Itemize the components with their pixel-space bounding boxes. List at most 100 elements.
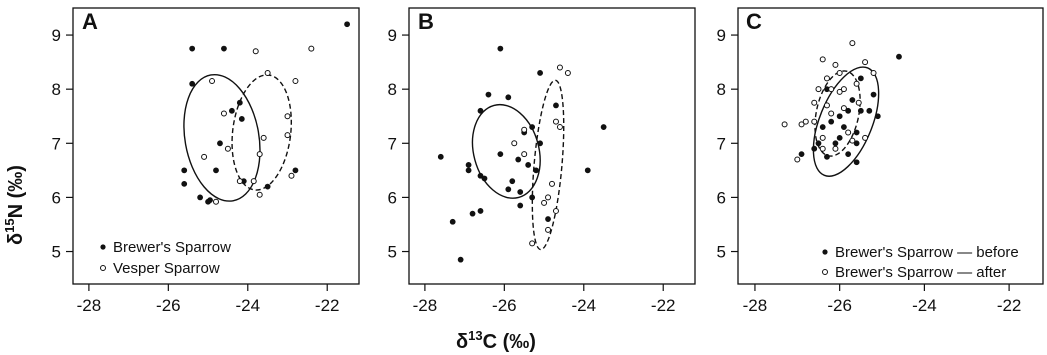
panel-a-point-open <box>284 113 291 120</box>
x-axis-superscript: 13 <box>468 328 482 343</box>
panel-c-point-filled <box>896 53 902 60</box>
panel-b-point-filled <box>584 167 591 174</box>
legend-a: Brewer's Sparrow Vesper Sparrow <box>100 239 231 277</box>
panel-c-letter: C <box>746 9 762 34</box>
panel-b-point-filled <box>529 124 536 130</box>
panel-b-point-filled <box>497 151 504 158</box>
panel-b-point-filled <box>600 124 607 130</box>
panel-c-point-open <box>832 145 839 152</box>
panel-c-point-open <box>819 134 826 141</box>
panel-c-point-open <box>840 105 847 112</box>
legend-c-label-after: Brewer's Sparrow — after <box>835 264 1006 281</box>
panel-b-x-tick-label: -24 <box>571 296 596 315</box>
panel-c-point-filled <box>845 151 852 158</box>
panel-a-point-filled <box>181 167 188 174</box>
panel-a-y-tick-label: 6 <box>52 188 61 207</box>
panel-c-point-open <box>828 86 835 93</box>
panel-a-y-tick-label: 7 <box>52 134 61 153</box>
panel-c-point-open <box>836 88 843 95</box>
panel-a-point-filled <box>189 45 196 52</box>
panel-c: C -28 -26 -24 -22 5 6 7 8 9 Brewer's Sparrow — b… <box>717 7 1044 315</box>
panel-a-y-tick-label: 9 <box>52 26 61 45</box>
panel-c-x-tick-label: -24 <box>912 296 937 315</box>
panel-c-point-open <box>802 118 809 125</box>
panel-b-point-filled <box>537 70 543 76</box>
panel-b-point-open <box>545 194 552 201</box>
panel-b-y-tick-label: 7 <box>388 134 397 153</box>
panel-c-point-filled <box>853 140 860 147</box>
panel-c-point-filled <box>832 140 839 147</box>
legend-c-open-marker <box>822 269 828 275</box>
panel-b-point-open <box>549 180 555 187</box>
panel-b-x-tick-label: -26 <box>492 296 517 315</box>
panel-a-point-open <box>250 178 257 185</box>
panel-b-point-filled <box>505 94 512 101</box>
panel-b-point-filled <box>497 45 504 52</box>
panel-b-point-filled <box>485 91 492 98</box>
panel-c-point-open <box>853 80 860 87</box>
panel-c-point-filled <box>798 151 805 158</box>
panel-b-point-filled <box>481 175 488 182</box>
panel-b-point-filled <box>505 186 512 193</box>
panel-c-point-open <box>862 59 869 66</box>
panel-b-point-filled <box>529 194 536 201</box>
panel-c-point-filled <box>870 91 877 98</box>
panel-a-point-open <box>308 45 315 52</box>
panel-c-point-filled <box>836 134 843 141</box>
panel-b-point-filled <box>537 140 543 147</box>
panel-c-y-tick-label: 5 <box>717 243 726 262</box>
panel-c-point-open <box>849 40 856 47</box>
panel-c-y-tick-label: 6 <box>717 188 726 207</box>
x-axis-element: C (‰) <box>483 331 536 353</box>
panel-c-point-filled <box>853 129 860 136</box>
panel-c-point-filled <box>866 107 873 114</box>
panel-c-point-filled <box>824 153 830 160</box>
panel-b-point-filled <box>449 218 456 225</box>
panel-c-point-open <box>870 69 877 76</box>
panel-b-letter: B <box>418 9 434 34</box>
panel-b-y-tick-label: 5 <box>388 243 397 262</box>
panel-a-point-filled <box>238 116 245 122</box>
panel-a-x-tick-label: -28 <box>77 296 102 315</box>
panel-c-point-open <box>815 86 822 93</box>
y-axis-element: N (‰) <box>5 165 27 218</box>
panel-c-y-tick-label: 7 <box>717 134 726 153</box>
panel-a-point-open <box>292 78 299 85</box>
panel-a-point-open <box>220 110 227 117</box>
panel-b-point-open <box>541 199 548 206</box>
panel-c-point-open <box>849 137 856 144</box>
panel-c-point-filled <box>849 97 856 103</box>
panel-b-point-open <box>552 118 559 125</box>
panel-a-point-open <box>288 172 295 179</box>
y-axis-delta: δ <box>5 233 27 245</box>
panel-b-point-filled <box>533 167 540 174</box>
panel-c-point-filled <box>819 124 826 130</box>
panel-c-frame <box>737 7 1044 285</box>
panel-b-point-filled <box>515 156 522 163</box>
panel-c-ellipse-solid <box>812 66 880 177</box>
panel-c-point-open <box>840 86 847 93</box>
panel-c-point-open <box>832 61 839 68</box>
legend-a-filled-marker <box>100 244 106 250</box>
panel-a-x-tick-label: -24 <box>235 296 260 315</box>
panel-a-point-filled <box>213 167 219 174</box>
panel-b-point-filled <box>465 162 472 168</box>
x-axis-title: δ13C (‰) <box>456 328 536 353</box>
panel-c-point-filled <box>853 159 860 166</box>
panel-a-point-filled <box>205 198 211 205</box>
panel-a-frame <box>72 7 360 285</box>
panel-c-point-open <box>811 99 818 106</box>
panel-a-point-open <box>224 145 231 152</box>
panel-b-point-filled <box>517 202 524 209</box>
panel-c-point-open <box>823 75 830 82</box>
legend-a-open-marker <box>100 265 106 271</box>
panel-a-point-open <box>236 178 243 185</box>
panel-b-y-tick-label: 9 <box>388 26 397 45</box>
legend-c-label-before: Brewer's Sparrow — before <box>835 244 1019 261</box>
panel-a-point-filled <box>228 107 235 114</box>
panel-c-point-filled <box>841 124 847 130</box>
panel-c-point-filled <box>828 118 835 125</box>
panel-a-point-open <box>256 151 263 158</box>
y-axis-title: δ15N (‰) <box>2 165 27 245</box>
panel-c-point-filled <box>874 113 881 120</box>
